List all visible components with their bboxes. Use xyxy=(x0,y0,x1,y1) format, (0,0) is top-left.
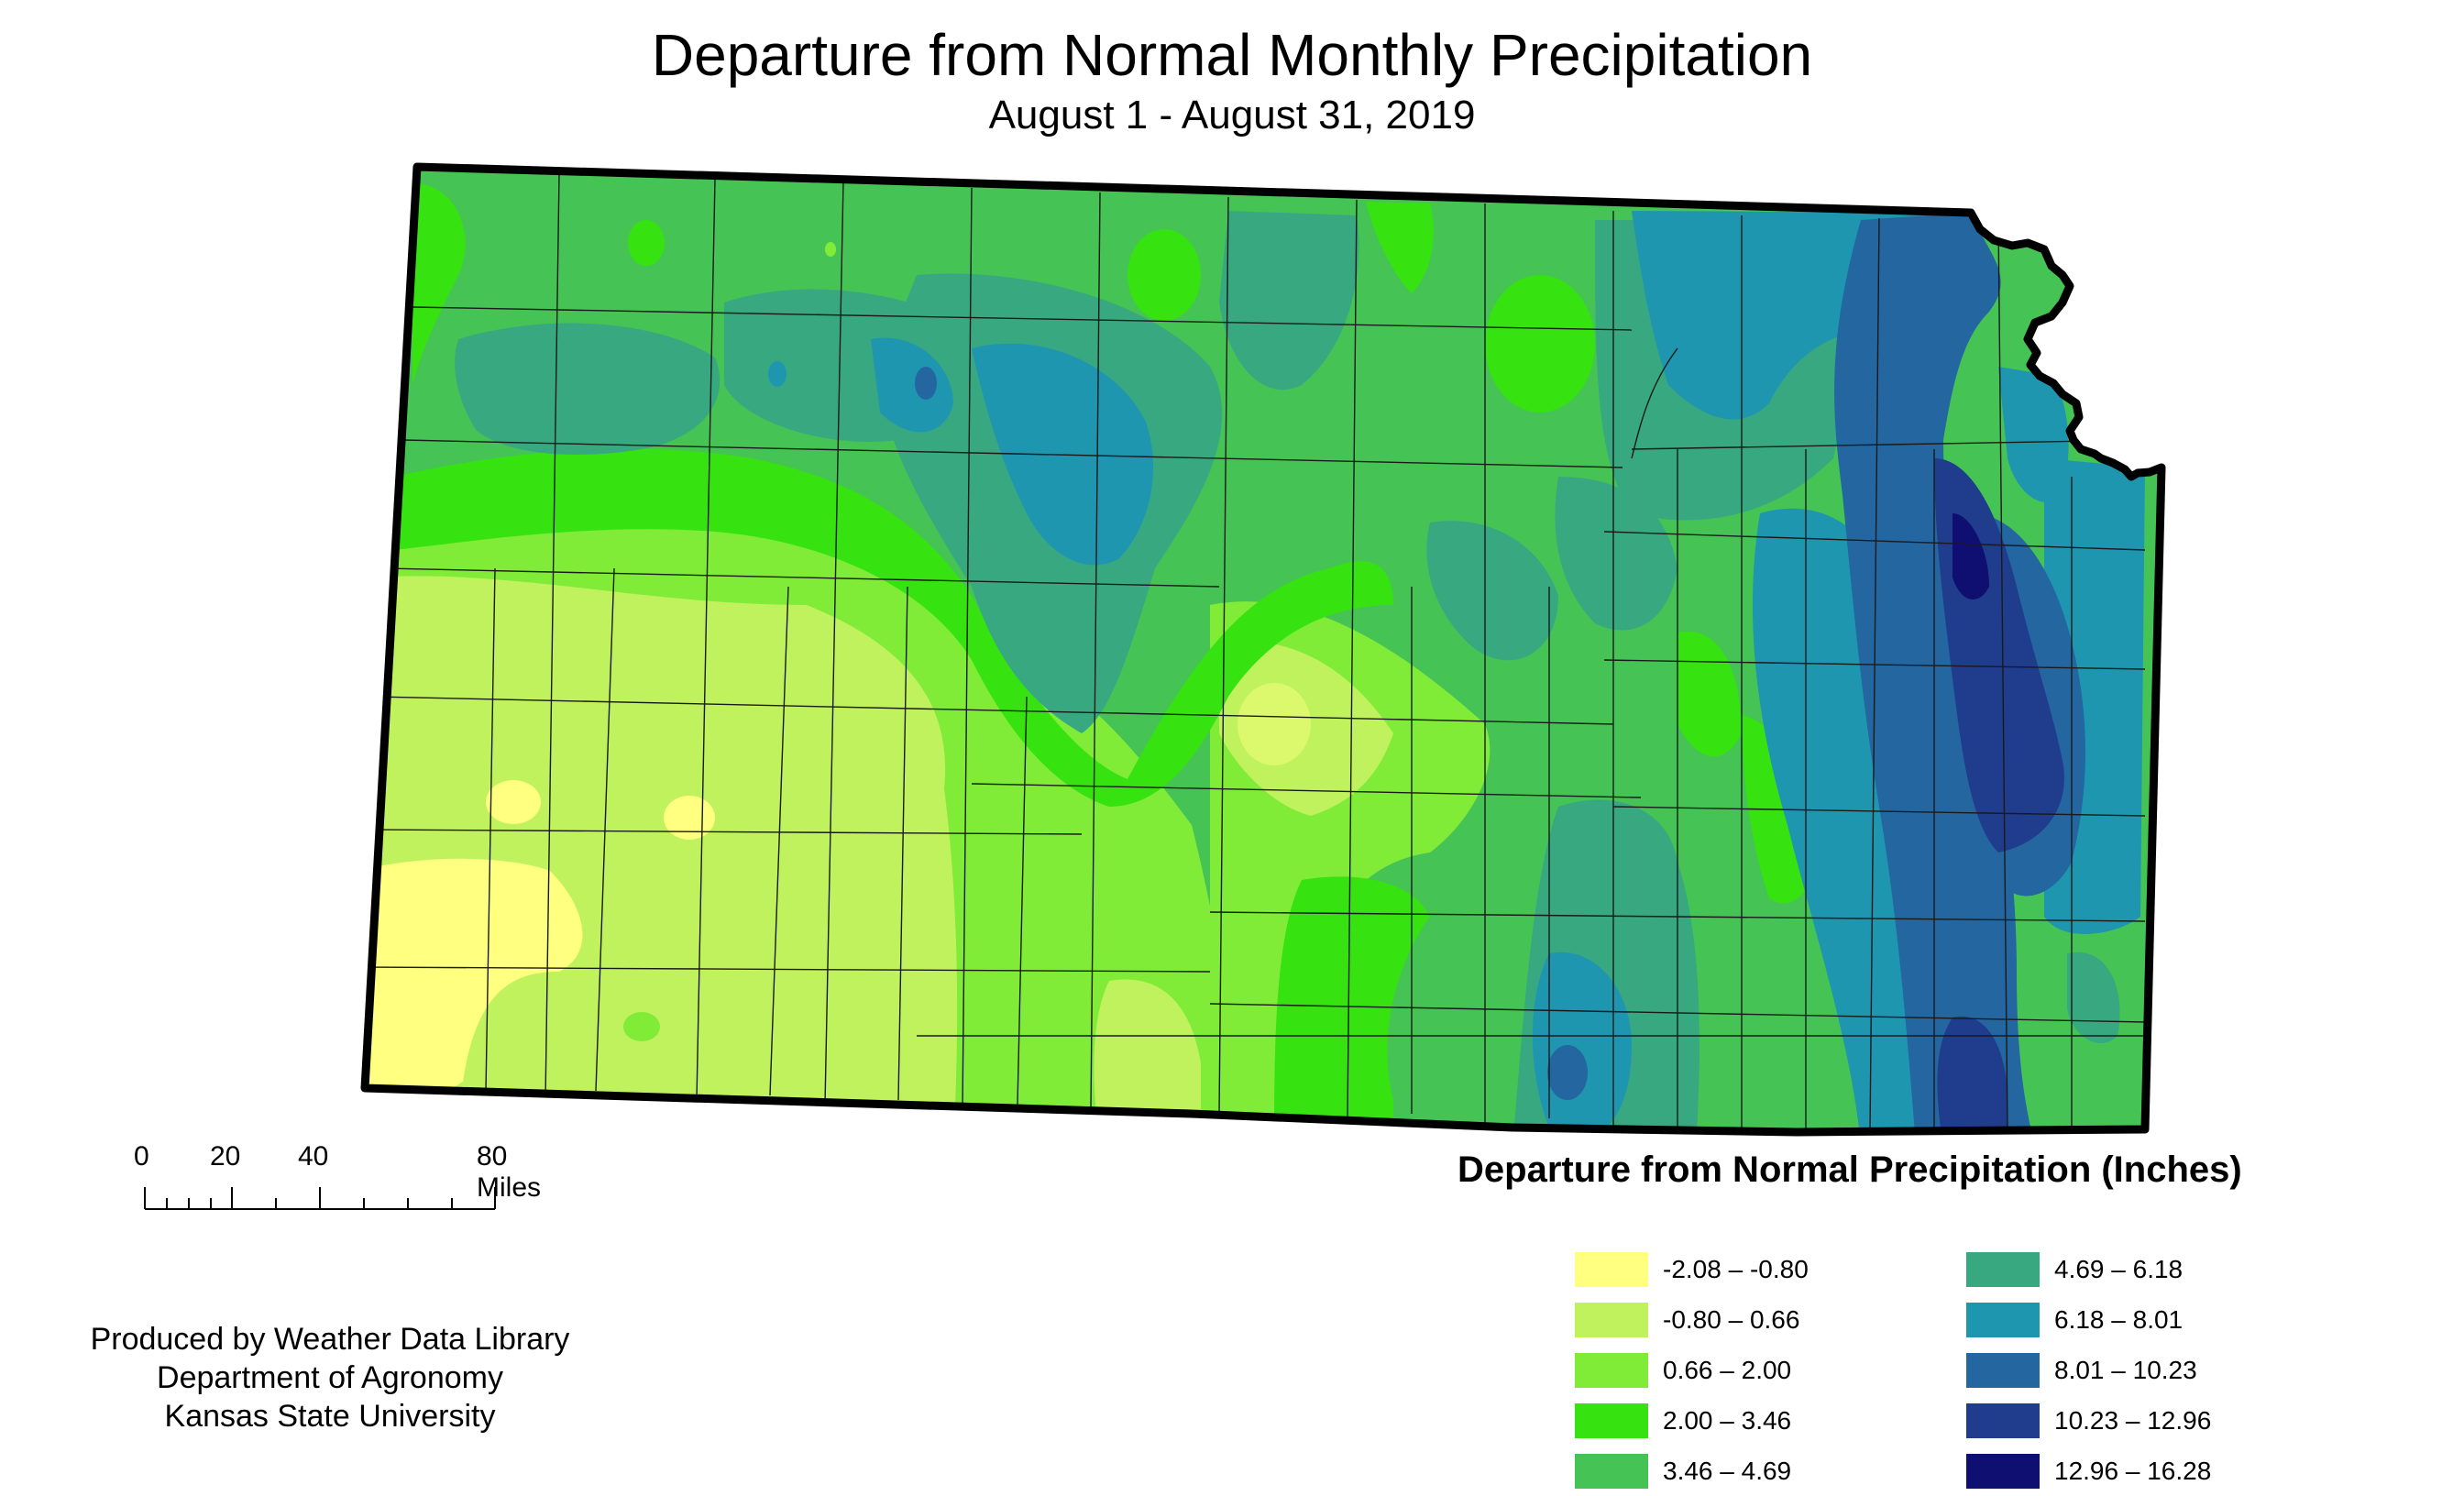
legend-swatch xyxy=(1575,1353,1648,1388)
kansas-state-outline xyxy=(360,162,2166,1137)
legend-swatch xyxy=(1966,1303,2040,1337)
legend-label: 12.96 – 16.28 xyxy=(2054,1457,2212,1485)
legend-label: 6.18 – 8.01 xyxy=(2054,1305,2184,1334)
credits: Produced by Weather Data Library Departm… xyxy=(37,1320,623,1436)
credit-line-2: Department of Agronomy xyxy=(157,1360,503,1395)
map-subtitle: August 1 - August 31, 2019 xyxy=(988,93,1476,138)
precipitation-contour-fill xyxy=(365,167,2162,1132)
legend-label: 3.46 – 4.69 xyxy=(1663,1457,1792,1485)
legend-title: Departure from Normal Precipitation (Inc… xyxy=(1458,1150,2242,1190)
legend-swatch xyxy=(1966,1403,2040,1438)
scale-ticks xyxy=(144,1187,496,1210)
legend-swatch xyxy=(1575,1454,1648,1489)
scale-label-80: 80 Miles xyxy=(477,1141,542,1203)
legend-label: 10.23 – 12.96 xyxy=(2054,1406,2212,1435)
legend-swatch xyxy=(1966,1252,2040,1287)
legend-swatch xyxy=(1966,1454,2040,1489)
legend-swatch xyxy=(1575,1403,1648,1438)
scale-bar: 0 20 40 80 Miles xyxy=(128,1141,541,1224)
legend-swatch xyxy=(1575,1252,1648,1287)
scale-label-20: 20 xyxy=(210,1141,241,1172)
county-lines xyxy=(365,173,2146,1132)
legend-swatch xyxy=(1966,1353,2040,1388)
scale-label-40: 40 xyxy=(298,1141,329,1172)
legend-label: -2.08 – -0.80 xyxy=(1663,1255,1809,1283)
credit-line-1: Produced by Weather Data Library xyxy=(90,1322,570,1357)
legend-label: 8.01 – 10.23 xyxy=(2054,1356,2197,1384)
credit-line-3: Kansas State University xyxy=(164,1399,496,1434)
legend-label: 2.00 – 3.46 xyxy=(1663,1406,1792,1435)
legend-swatch xyxy=(1575,1303,1648,1337)
legend-label: 4.69 – 6.18 xyxy=(2054,1255,2184,1283)
scale-label-0: 0 xyxy=(134,1141,149,1172)
legend-label: -0.80 – 0.66 xyxy=(1663,1305,1800,1334)
legend-label: 0.66 – 2.00 xyxy=(1663,1356,1792,1384)
map-title: Departure from Normal Monthly Precipitat… xyxy=(651,22,1813,88)
